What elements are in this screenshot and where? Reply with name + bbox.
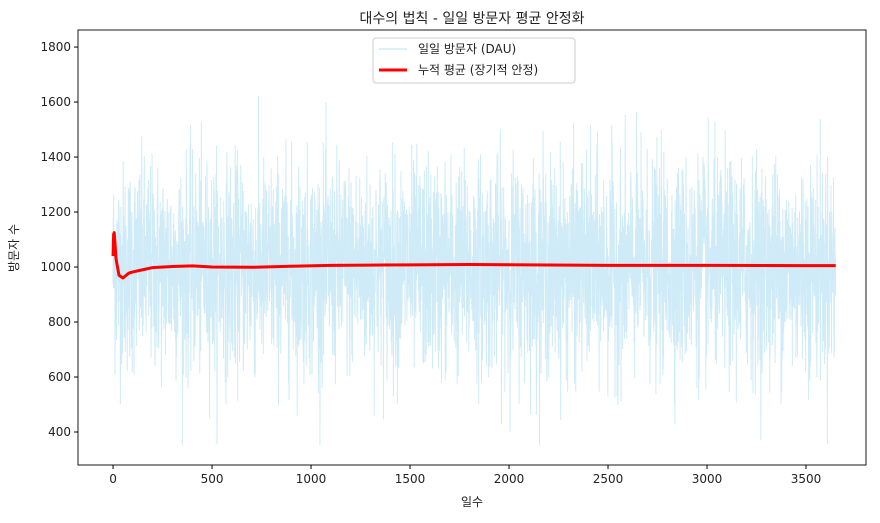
plot-area bbox=[111, 95, 837, 446]
y-tick-label: 400 bbox=[48, 425, 71, 439]
cumulative-mean-line bbox=[111, 231, 836, 280]
x-tick-label: 500 bbox=[201, 472, 224, 486]
y-tick-label: 600 bbox=[48, 370, 71, 384]
x-tick-label: 2500 bbox=[593, 472, 624, 486]
y-tick-label: 800 bbox=[48, 315, 71, 329]
y-tick-label: 1200 bbox=[40, 205, 71, 219]
y-tick-label: 1000 bbox=[40, 260, 71, 274]
legend-label-daily: 일일 방문자 (DAU) bbox=[418, 42, 516, 56]
x-axis: 0 500 1000 1500 2000 2500 3000 3500 bbox=[109, 465, 821, 486]
x-tick-label: 3000 bbox=[692, 472, 723, 486]
legend-box bbox=[372, 37, 576, 84]
y-axis-label: 방문자 수 bbox=[7, 224, 21, 272]
y-tick-label: 1600 bbox=[40, 95, 71, 109]
x-axis-label: 일수 bbox=[461, 495, 483, 509]
y-axis: 400 600 800 1000 1200 1400 1600 1800 bbox=[40, 40, 78, 439]
legend-label-cumulative: 누적 평균 (장기적 안정) bbox=[418, 63, 538, 77]
x-tick-label: 1500 bbox=[395, 472, 426, 486]
x-tick-label: 0 bbox=[109, 472, 117, 486]
x-tick-label: 2000 bbox=[494, 472, 525, 486]
plot-frame bbox=[77, 29, 867, 466]
legend: 일일 방문자 (DAU) 누적 평균 (장기적 안정) bbox=[372, 37, 576, 84]
x-tick-label: 1000 bbox=[296, 472, 327, 486]
y-tick-label: 1400 bbox=[40, 150, 71, 164]
x-tick-label: 3500 bbox=[791, 472, 822, 486]
y-tick-label: 1800 bbox=[40, 40, 71, 54]
daily-visitors-line bbox=[112, 95, 837, 446]
chart-title: 대수의 법칙 - 일일 방문자 평균 안정화 bbox=[360, 11, 585, 27]
